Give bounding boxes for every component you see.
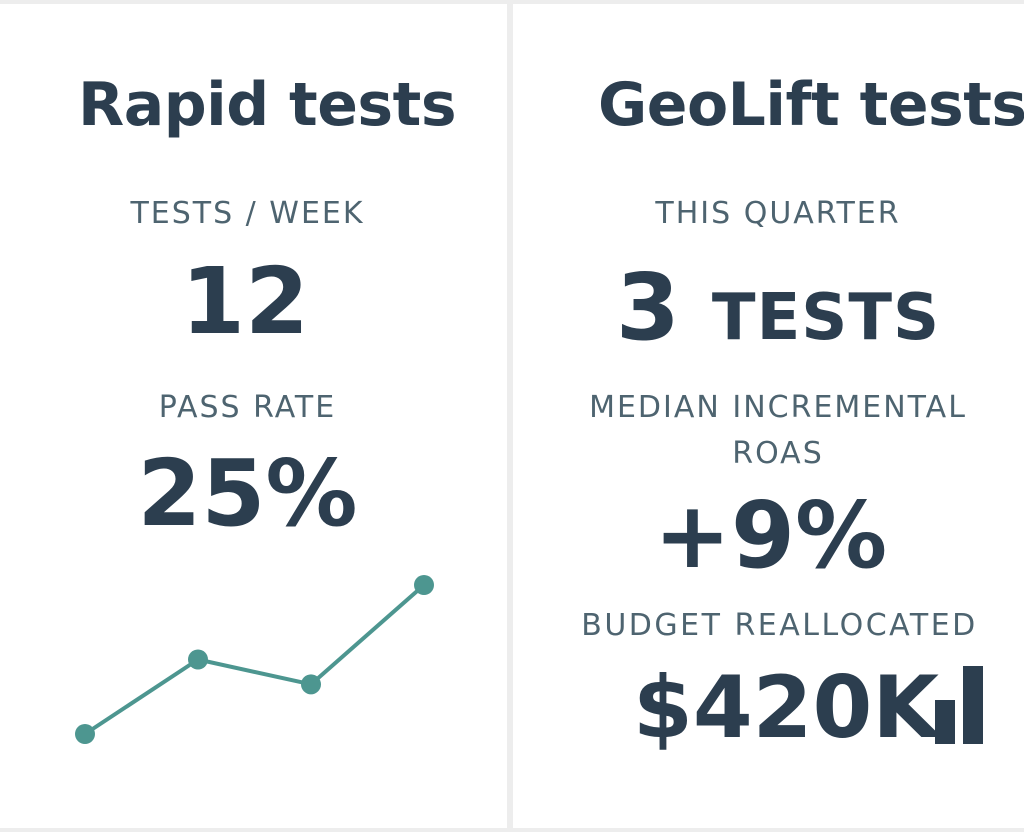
sparkline-point-2 <box>188 649 208 670</box>
tests-per-week-value: 12 <box>180 248 310 355</box>
median-roas-label-line2: ROAS <box>732 436 824 471</box>
bar-chart-icon <box>935 666 983 744</box>
rapid-tests-title: Rapid tests <box>78 70 457 140</box>
sparkline-point-4 <box>414 575 434 595</box>
sparkline-point-3 <box>301 674 321 695</box>
sparkline-line <box>83 583 426 736</box>
this-quarter-unit: TESTS <box>711 281 941 355</box>
tests-per-week-label: TESTS / WEEK <box>130 196 365 231</box>
bar-chart-icon-bar-tall <box>963 666 983 744</box>
rapid-tests-panel: Rapid tests TESTS / WEEK 12 PASS RATE 25… <box>0 4 507 828</box>
pass-rate-label: PASS RATE <box>158 390 337 425</box>
this-quarter-value: 3 TESTS <box>513 258 1024 368</box>
median-roas-value: +9% <box>653 482 888 589</box>
budget-reallocated-value: $420K <box>633 658 939 758</box>
budget-reallocated-label: BUDGET REALLOCATED <box>581 608 978 643</box>
geolift-tests-panel: GeoLift tests THIS QUARTER 3 TESTS MEDIA… <box>513 4 1024 828</box>
sparkline-point-1 <box>75 724 95 744</box>
this-quarter-number: 3 <box>615 254 680 361</box>
bar-chart-icon-bar-short <box>935 700 955 744</box>
geolift-tests-title: GeoLift tests <box>598 70 1024 140</box>
pass-rate-value: 25% <box>137 440 358 547</box>
this-quarter-label: THIS QUARTER <box>655 196 901 231</box>
median-roas-label-line1: MEDIAN INCREMENTAL <box>589 390 967 425</box>
pass-rate-sparkline <box>75 575 434 744</box>
